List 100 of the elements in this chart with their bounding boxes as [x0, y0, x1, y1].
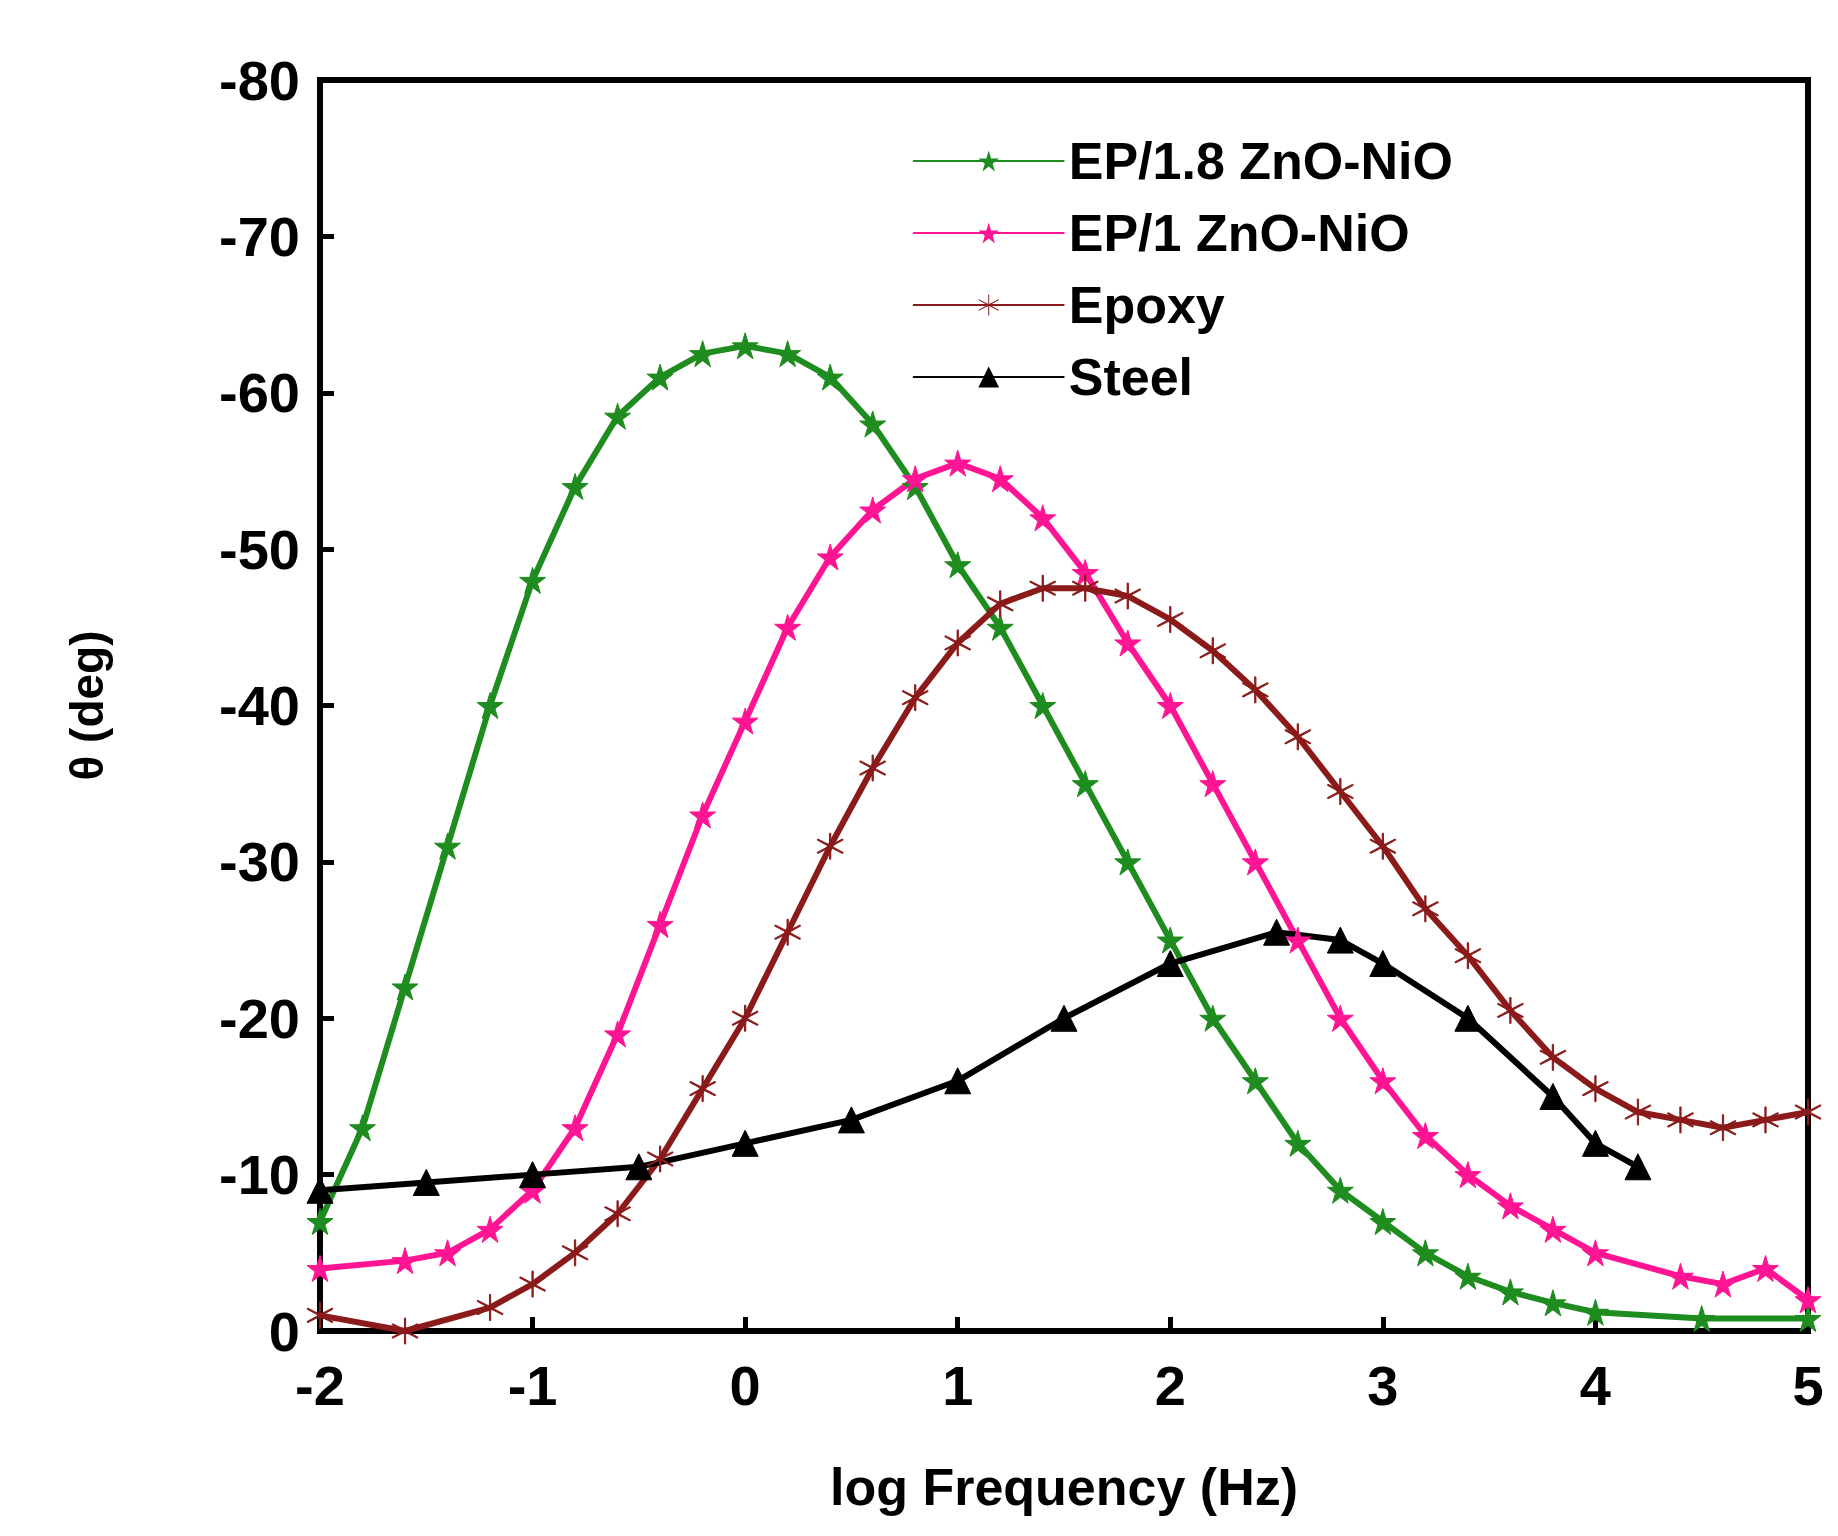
point	[1029, 692, 1057, 719]
point	[1581, 1129, 1609, 1157]
point	[625, 1153, 653, 1181]
point	[816, 363, 844, 391]
y-tick-label: -50	[219, 517, 300, 581]
point	[391, 1317, 419, 1345]
point	[1326, 926, 1354, 954]
point	[859, 496, 887, 524]
point	[1263, 918, 1291, 946]
point	[519, 1270, 547, 1298]
point	[944, 629, 972, 657]
x-tick-label: 1	[942, 1353, 974, 1417]
point	[349, 1114, 377, 1142]
point	[1326, 778, 1354, 806]
point	[1794, 1098, 1822, 1126]
point	[1454, 1161, 1482, 1189]
y-tick-label: -10	[219, 1143, 300, 1207]
point	[646, 910, 674, 938]
point	[1709, 1114, 1737, 1142]
point	[412, 1168, 440, 1196]
point	[1156, 926, 1184, 954]
point	[1199, 637, 1227, 665]
point	[1071, 770, 1099, 798]
point	[1114, 629, 1142, 657]
y-tick-label: -60	[219, 361, 300, 425]
point	[1369, 1067, 1397, 1095]
point	[646, 363, 674, 391]
point	[1539, 1215, 1567, 1243]
point	[391, 973, 419, 1001]
point	[859, 754, 887, 782]
point	[561, 1239, 589, 1267]
point	[1156, 692, 1184, 719]
point	[1241, 848, 1269, 876]
point	[1071, 574, 1099, 602]
point	[306, 1254, 334, 1282]
point	[1326, 1176, 1354, 1204]
point	[1454, 942, 1482, 970]
point	[434, 1239, 462, 1267]
point	[604, 402, 632, 430]
point	[859, 410, 887, 438]
point	[1029, 504, 1057, 532]
y-tick-label: -40	[219, 674, 300, 737]
point	[1688, 1304, 1716, 1332]
point	[1114, 848, 1142, 876]
point	[1156, 605, 1184, 633]
point	[1751, 1254, 1779, 1282]
point	[519, 1161, 547, 1189]
point	[1369, 1208, 1397, 1236]
point	[816, 832, 844, 860]
x-tick-label: 3	[1367, 1353, 1399, 1417]
y-tick-label: -30	[219, 830, 300, 894]
point	[434, 832, 462, 860]
y-axis-title: θ (deg)	[61, 630, 113, 781]
point	[1241, 676, 1269, 704]
point	[1539, 1082, 1567, 1110]
point	[731, 707, 759, 735]
point	[774, 918, 802, 946]
point	[1114, 582, 1142, 610]
point	[1666, 1106, 1694, 1134]
point	[1581, 1239, 1609, 1267]
point	[1581, 1075, 1609, 1103]
x-tick-label: 5	[1792, 1353, 1824, 1417]
point	[689, 1075, 717, 1103]
point	[1411, 1239, 1439, 1267]
point	[774, 613, 802, 641]
point	[1199, 1004, 1227, 1032]
point	[986, 465, 1014, 493]
y-tick-label: -20	[219, 986, 300, 1050]
point	[944, 1067, 972, 1095]
x-tick-label: 4	[1579, 1353, 1612, 1417]
point	[1284, 723, 1312, 751]
point	[1411, 895, 1439, 923]
point	[1284, 1129, 1312, 1157]
x-tick-label: 2	[1154, 1353, 1186, 1417]
point	[1751, 1106, 1779, 1134]
point	[1369, 950, 1397, 978]
x-tick-label: -1	[507, 1353, 558, 1417]
point	[1284, 926, 1312, 954]
point	[1539, 1043, 1567, 1071]
point	[901, 465, 929, 493]
point	[604, 1020, 632, 1048]
point	[1199, 770, 1227, 798]
point	[561, 473, 589, 501]
point	[476, 1215, 504, 1243]
point	[561, 1114, 589, 1142]
point	[476, 692, 504, 719]
point	[816, 543, 844, 571]
point	[944, 551, 972, 579]
point	[837, 1106, 865, 1134]
point	[519, 566, 547, 594]
legend-label: Epoxy	[1068, 276, 1225, 334]
point	[944, 449, 972, 477]
point	[986, 590, 1014, 618]
point	[689, 801, 717, 829]
legend-label: EP/1 ZnO-NiO	[1068, 204, 1410, 262]
point	[1496, 996, 1524, 1024]
point	[306, 1208, 334, 1236]
point	[1624, 1098, 1652, 1126]
legend-label: Steel	[1068, 348, 1194, 406]
point	[1050, 1004, 1078, 1032]
